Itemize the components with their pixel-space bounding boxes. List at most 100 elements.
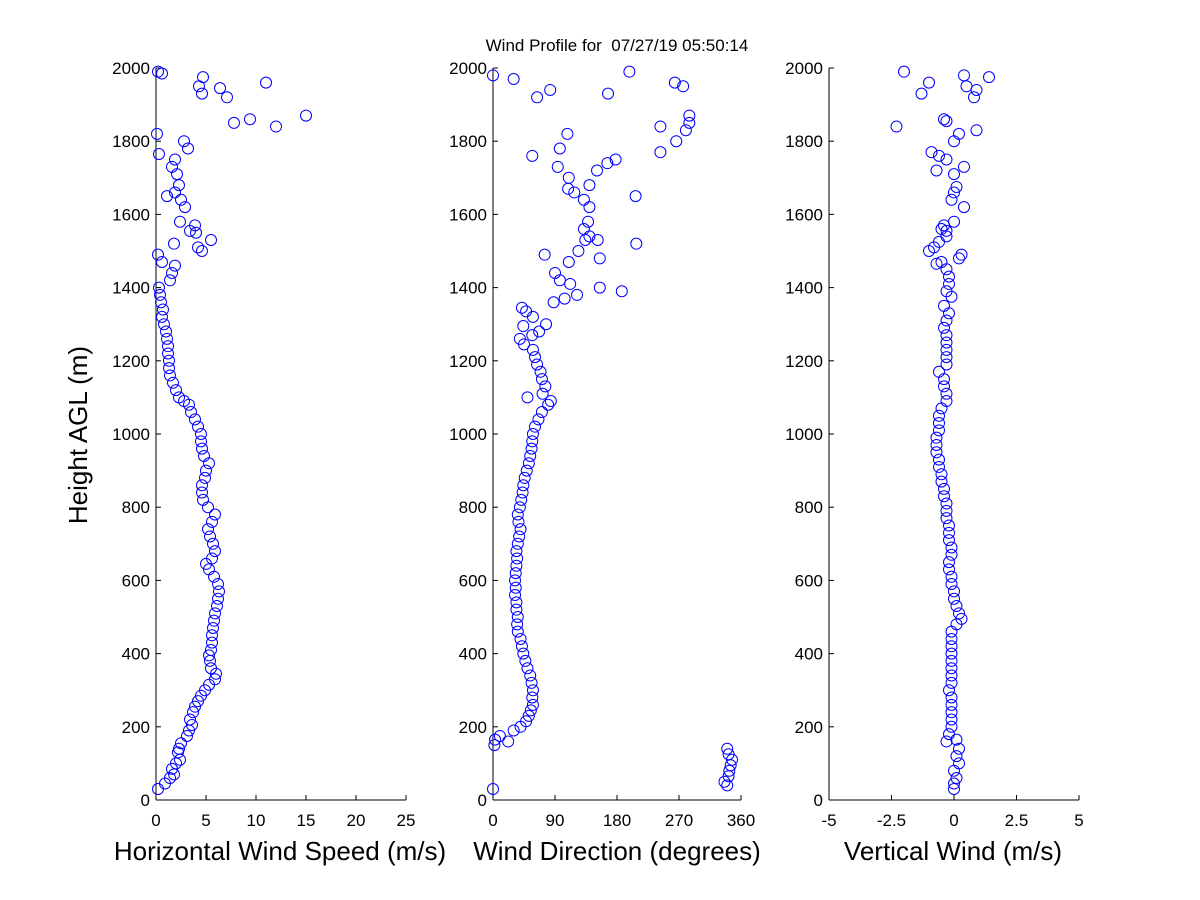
vertical-data-point bbox=[953, 607, 965, 620]
speed-x-tick-label: 10 bbox=[247, 811, 266, 830]
speed-x-tick-label: 5 bbox=[201, 811, 210, 830]
vertical-data-point bbox=[945, 541, 958, 554]
direction-data-point bbox=[502, 735, 515, 748]
direction-data-point bbox=[591, 234, 604, 247]
speed-data-point bbox=[158, 318, 170, 331]
vertical-data-point bbox=[935, 468, 948, 481]
vertical-data-point bbox=[945, 698, 958, 711]
vertical-data-point bbox=[933, 409, 945, 422]
vertical-x-tick-label: -5 bbox=[821, 811, 836, 830]
direction-data-point bbox=[533, 325, 546, 338]
wind-direction-x-axis-label: Wind Direction (degrees) bbox=[473, 836, 761, 866]
horizontal-wind-speed-panel: Horizontal Wind Speed (m/s) 020040060080… bbox=[112, 59, 446, 866]
speed-data-point bbox=[163, 362, 175, 375]
speed-data-point bbox=[164, 772, 176, 785]
speed-data-point bbox=[244, 113, 256, 126]
direction-data-point bbox=[551, 160, 564, 173]
speed-data-point bbox=[156, 255, 168, 268]
direction-data-point bbox=[509, 574, 522, 587]
speed-data-point bbox=[189, 700, 201, 713]
vertical-data-point bbox=[958, 201, 970, 214]
direction-data-point bbox=[668, 76, 681, 89]
direction-x-tick-label: 360 bbox=[727, 811, 755, 830]
direction-data-point bbox=[512, 515, 525, 528]
vertical-y-tick-label: 2000 bbox=[785, 59, 823, 78]
direction-data-point bbox=[526, 698, 539, 711]
direction-y-tick-label: 1400 bbox=[449, 279, 487, 298]
vertical-data-point bbox=[943, 563, 955, 576]
direction-data-point bbox=[722, 748, 735, 761]
vertical-data-point bbox=[945, 548, 958, 561]
vertical-data-point bbox=[940, 336, 953, 349]
vertical-data-point bbox=[938, 380, 950, 393]
speed-data-point bbox=[209, 508, 221, 521]
direction-x-tick-label: 180 bbox=[603, 811, 631, 830]
direction-data-point bbox=[571, 288, 584, 301]
vertical-data-point bbox=[955, 248, 968, 261]
speed-data-point bbox=[196, 442, 208, 455]
vertical-data-point bbox=[958, 69, 970, 82]
vertical-y-tick-label: 400 bbox=[795, 645, 823, 664]
direction-data-point bbox=[562, 255, 575, 268]
direction-data-point bbox=[513, 530, 526, 543]
speed-y-tick-label: 400 bbox=[122, 645, 150, 664]
vertical-data-point bbox=[945, 669, 958, 682]
direction-data-point bbox=[529, 420, 542, 433]
vertical-data-point bbox=[953, 127, 965, 140]
vertical-data-point bbox=[940, 285, 953, 298]
direction-data-point bbox=[629, 190, 642, 203]
vertical-data-point bbox=[943, 270, 955, 283]
direction-data-point bbox=[683, 109, 696, 122]
vertical-data-point bbox=[945, 647, 958, 660]
speed-y-tick-label: 600 bbox=[122, 571, 150, 590]
direction-data-point bbox=[513, 501, 526, 514]
vertical-data-point bbox=[948, 592, 960, 605]
vertical-data-point bbox=[945, 193, 958, 206]
speed-data-point bbox=[206, 515, 218, 528]
direction-data-point bbox=[511, 552, 524, 565]
vertical-data-point bbox=[938, 321, 950, 334]
speed-data-point bbox=[157, 303, 169, 316]
direction-data-point bbox=[601, 157, 614, 170]
vertical-y-tick-label: 1200 bbox=[785, 352, 823, 371]
speed-y-tick-label: 1200 bbox=[112, 352, 150, 371]
vertical-data-point bbox=[915, 87, 928, 100]
direction-data-point bbox=[654, 146, 667, 159]
vertical-data-point bbox=[945, 691, 958, 704]
direction-data-point bbox=[515, 493, 528, 506]
vertical-data-point bbox=[945, 676, 958, 689]
direction-data-point bbox=[544, 395, 557, 408]
speed-data-point bbox=[178, 135, 190, 148]
speed-data-point bbox=[198, 449, 210, 462]
speed-data-point bbox=[205, 234, 217, 247]
vertical-y-tick-label: 0 bbox=[814, 791, 823, 810]
speed-data-point bbox=[203, 563, 215, 576]
speed-y-tick-label: 200 bbox=[122, 718, 150, 737]
direction-data-point bbox=[535, 373, 548, 386]
direction-data-point bbox=[510, 603, 523, 616]
vertical-wind-x-axis-label: Vertical Wind (m/s) bbox=[844, 836, 1062, 866]
vertical-data-point bbox=[943, 277, 955, 290]
direction-data-point bbox=[539, 380, 552, 393]
vertical-data-point bbox=[930, 257, 943, 270]
vertical-data-point bbox=[925, 146, 938, 159]
direction-data-point bbox=[513, 332, 526, 345]
speed-data-point bbox=[151, 127, 163, 140]
vertical-y-tick-label: 1000 bbox=[785, 425, 823, 444]
direction-data-point bbox=[509, 589, 522, 602]
vertical-data-point bbox=[940, 504, 953, 517]
direction-data-point bbox=[583, 179, 596, 192]
vertical-data-point bbox=[940, 115, 953, 128]
direction-data-point bbox=[549, 266, 561, 279]
direction-data-point bbox=[526, 691, 539, 704]
speed-data-point bbox=[164, 369, 176, 382]
speed-data-point bbox=[166, 160, 178, 173]
vertical-data-point bbox=[923, 76, 935, 89]
vertical-data-point bbox=[930, 438, 943, 451]
speed-y-tick-label: 2000 bbox=[112, 59, 150, 78]
vertical-x-tick-label: -2.5 bbox=[877, 811, 906, 830]
vertical-data-point bbox=[930, 164, 943, 177]
speed-data-point bbox=[270, 120, 282, 133]
direction-data-point bbox=[520, 715, 533, 728]
direction-x-tick-label: 0 bbox=[488, 811, 497, 830]
